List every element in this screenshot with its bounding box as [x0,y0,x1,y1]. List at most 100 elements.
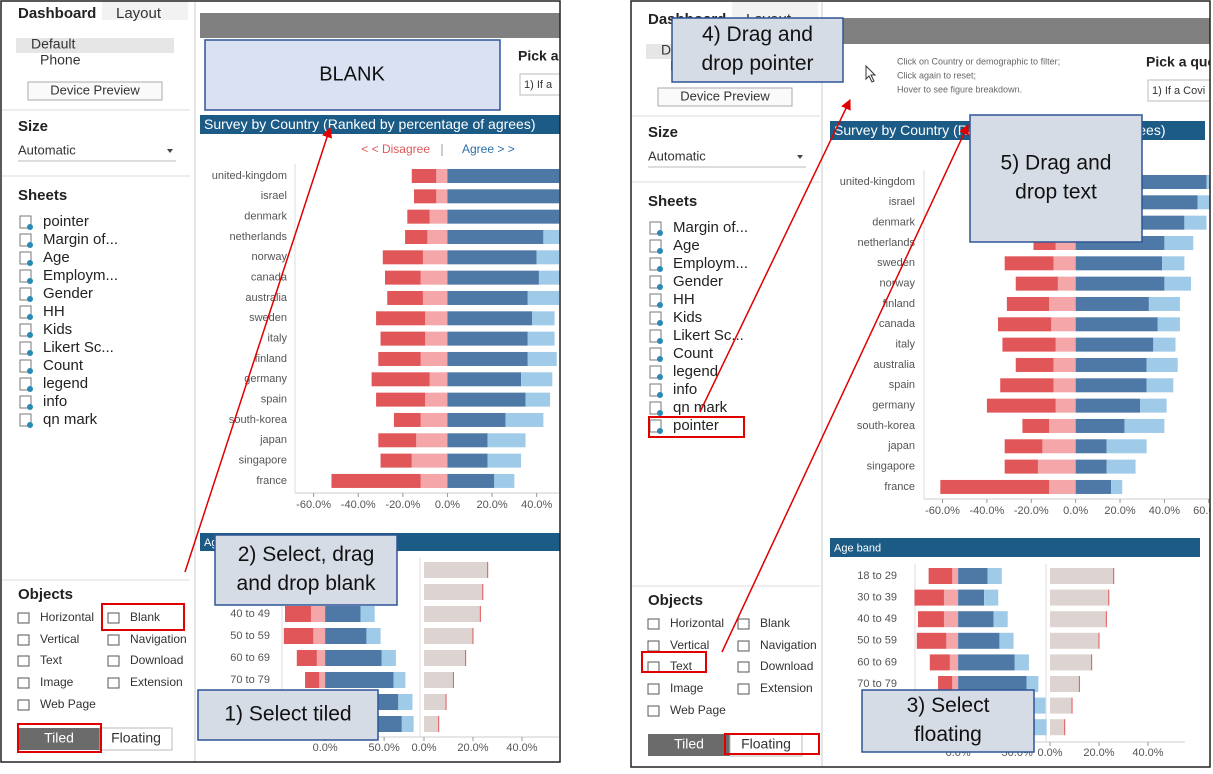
bar-segment [376,311,426,326]
object-icon [647,640,660,652]
bar-segment [405,229,428,244]
count-bar [1050,697,1073,714]
bar-segment [559,209,560,224]
bar-segment [385,270,421,285]
bar-segment [1106,459,1136,474]
object-icon [107,612,120,624]
bar-segment [1004,439,1043,454]
count-bar [1050,632,1099,649]
object-item: Blank [130,610,161,624]
bar-segment [401,716,414,732]
sheet-icon [657,356,663,362]
category-label: italy [895,339,915,351]
sheet-icon [657,248,663,254]
bar-segment [381,650,396,666]
bar-segment [1146,378,1174,393]
sheet-item: pointer [43,213,89,230]
pick-label: Pick a [518,48,559,64]
x-tick-label: 40.0% [1149,505,1180,517]
x-tick-label: 20.0% [1083,747,1114,759]
highlight [648,416,745,438]
object-item: Vertical [40,632,79,646]
bar-segment [943,611,959,628]
bar-segment [393,412,421,427]
sheet-item: pointer [673,417,719,434]
bar-segment [1053,378,1076,393]
bar-segment [1075,256,1163,271]
x-tick-label: -20.0% [385,499,420,511]
bar-segment [447,229,544,244]
bar-segment [1051,317,1076,332]
heading: Objects [18,586,73,603]
bar-segment [1053,357,1076,372]
bar-segment [411,169,437,183]
bar-segment [447,453,488,468]
bar-segment [319,672,326,688]
sheet-item: Margin of... [43,231,118,248]
bar-segment [494,473,515,488]
sheet-icon [649,365,662,379]
category-label: australia [873,359,915,371]
bar-segment [958,611,994,628]
bar-segment [380,331,426,346]
bar-segment [296,650,317,666]
sheet-icon [649,221,662,235]
bar-segment [407,209,430,224]
annotation-text: 5) Drag and [1001,152,1112,175]
bar-segment [1075,418,1125,433]
sheet-icon [19,269,32,283]
instruction-text: Click on Country or demographic to filte… [897,56,1060,66]
tab: Layout [116,5,162,22]
bar-segment [1146,357,1178,372]
count-bar [424,716,439,732]
bar-segment [928,568,953,584]
object-item: Web Page [670,703,726,717]
category-label: spain [261,394,287,406]
bar-segment [1031,697,1046,714]
count-bar [424,672,454,688]
pick-select: 1) If a Covi [1152,85,1205,97]
title-bar [200,115,560,134]
object-icon [17,612,30,624]
bar-segment [1026,676,1039,692]
category-label: 18 to 29 [857,570,897,582]
object-item: Image [670,681,704,695]
bar-segment [1037,459,1076,474]
bar-segment [429,372,448,387]
arrow [699,99,851,413]
tab: Dashboard [18,5,96,22]
object-item: Horizontal [670,616,724,630]
bar-segment [447,209,559,224]
sheet-icon [657,266,663,272]
count-bar [1050,676,1080,692]
instruction-text: Click again to reset; [897,70,976,80]
header-bar [830,18,1210,44]
instruction-text: Hover to see figure breakdown. [897,84,1022,94]
category-label: 50 to 59 [857,635,897,647]
bar-segment [398,694,413,710]
bar-segment [325,628,367,644]
category-label: united-kingdom [840,176,915,188]
bar-segment [447,331,528,346]
bar-segment [425,311,448,326]
panel-border [630,0,1211,768]
sheet-icon [27,350,33,356]
bar-segment [1153,337,1176,352]
bar-segment [360,606,375,622]
annotation-text: 4) Drag and [702,23,813,46]
bar-segment [1157,317,1180,332]
x-tick-label: 40.0% [521,499,552,511]
bar-segment [536,250,559,265]
sheet-item: Count [43,357,84,374]
header-bar [200,13,560,38]
annotation-box [861,689,1035,753]
bar-segment [420,270,448,285]
bar-segment [1014,654,1029,671]
sheet-item: Likert Sc... [673,327,744,344]
category-label: finland [883,298,915,310]
annotations: 1) Select tiled 2) Select, drag and drop b… [17,17,1143,755]
bar-segment [1042,439,1076,454]
category-label: canada [251,272,288,284]
x-tick-label: 50.0% [369,742,400,754]
annotation-box [969,114,1143,243]
